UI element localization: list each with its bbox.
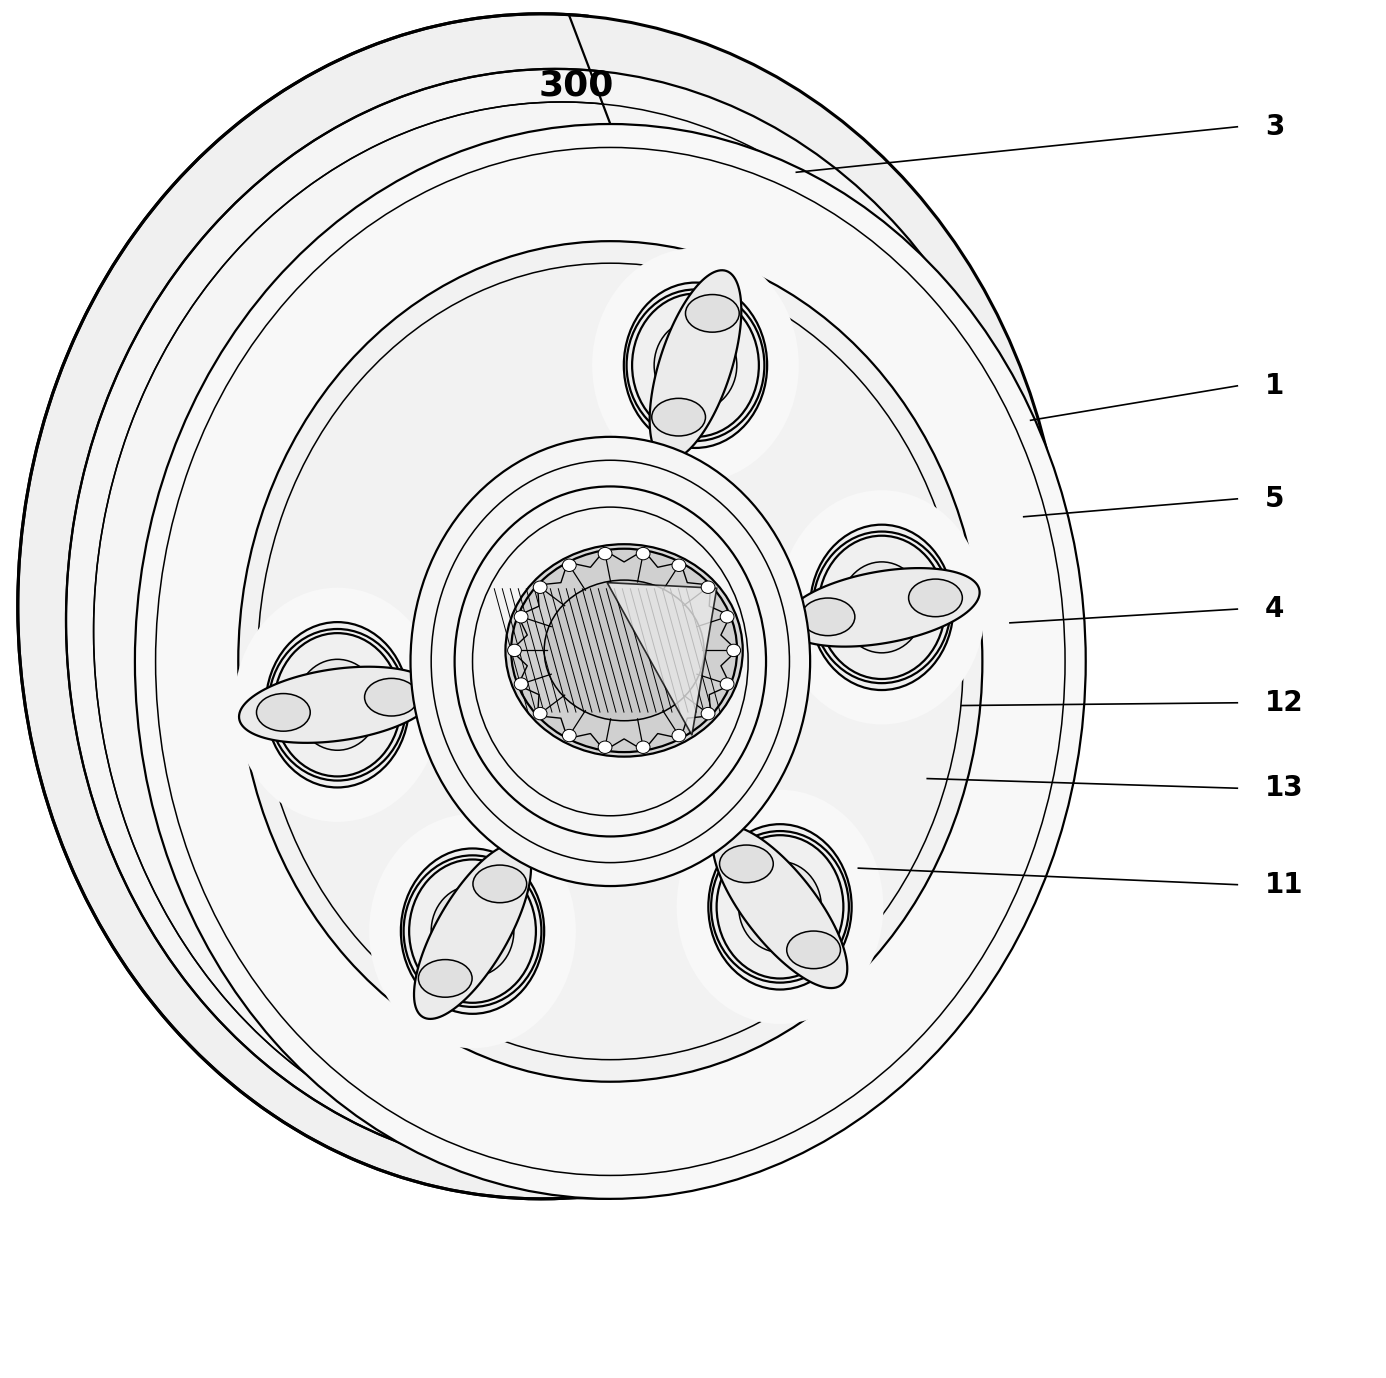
Ellipse shape <box>592 248 798 482</box>
Ellipse shape <box>238 241 983 1082</box>
Ellipse shape <box>626 289 765 441</box>
Ellipse shape <box>672 729 686 741</box>
Text: 11: 11 <box>1265 871 1303 898</box>
Ellipse shape <box>269 628 406 780</box>
Ellipse shape <box>506 544 743 757</box>
Polygon shape <box>784 568 980 646</box>
Ellipse shape <box>686 295 739 332</box>
Ellipse shape <box>636 547 650 559</box>
Ellipse shape <box>654 320 737 411</box>
Ellipse shape <box>431 460 790 863</box>
Ellipse shape <box>701 707 715 719</box>
Ellipse shape <box>909 579 962 617</box>
Ellipse shape <box>431 886 514 977</box>
Ellipse shape <box>365 678 419 717</box>
Ellipse shape <box>721 610 735 623</box>
Ellipse shape <box>726 645 740 657</box>
Text: 12: 12 <box>1265 689 1303 717</box>
Ellipse shape <box>787 932 840 969</box>
Ellipse shape <box>717 835 844 978</box>
Ellipse shape <box>545 580 704 721</box>
Ellipse shape <box>701 582 715 594</box>
Ellipse shape <box>636 741 650 754</box>
Ellipse shape <box>401 849 545 1014</box>
Polygon shape <box>238 667 435 743</box>
Ellipse shape <box>651 398 705 435</box>
Ellipse shape <box>719 845 773 883</box>
Ellipse shape <box>739 861 822 952</box>
Ellipse shape <box>708 824 851 989</box>
Ellipse shape <box>409 860 536 1003</box>
Ellipse shape <box>534 582 547 594</box>
Ellipse shape <box>234 587 441 821</box>
Ellipse shape <box>809 525 954 690</box>
Ellipse shape <box>274 633 401 776</box>
Ellipse shape <box>721 678 735 690</box>
Text: 300: 300 <box>538 69 614 102</box>
Ellipse shape <box>473 507 748 816</box>
Ellipse shape <box>67 69 1045 1171</box>
Ellipse shape <box>410 437 811 886</box>
Ellipse shape <box>599 547 613 559</box>
Ellipse shape <box>676 790 883 1024</box>
Ellipse shape <box>514 610 528 623</box>
Ellipse shape <box>511 548 737 752</box>
Ellipse shape <box>455 486 766 836</box>
Ellipse shape <box>369 814 575 1049</box>
Ellipse shape <box>840 562 923 653</box>
Ellipse shape <box>599 741 613 754</box>
Ellipse shape <box>403 856 542 1007</box>
Polygon shape <box>607 583 717 736</box>
Ellipse shape <box>779 491 985 725</box>
Ellipse shape <box>18 14 1064 1199</box>
Polygon shape <box>414 843 531 1018</box>
Ellipse shape <box>672 559 686 572</box>
Text: 5: 5 <box>1265 485 1285 513</box>
Ellipse shape <box>266 621 409 787</box>
Ellipse shape <box>563 559 577 572</box>
Polygon shape <box>650 270 742 460</box>
Text: 1: 1 <box>1265 372 1283 400</box>
Ellipse shape <box>812 532 951 683</box>
Ellipse shape <box>801 598 855 635</box>
Ellipse shape <box>632 294 760 437</box>
Polygon shape <box>712 825 847 988</box>
Ellipse shape <box>507 645 521 657</box>
Ellipse shape <box>134 124 1085 1199</box>
Text: 13: 13 <box>1265 774 1303 802</box>
Ellipse shape <box>624 282 766 448</box>
Ellipse shape <box>711 831 848 983</box>
Text: 3: 3 <box>1265 113 1285 141</box>
Ellipse shape <box>297 659 378 750</box>
Text: 4: 4 <box>1265 595 1285 623</box>
Ellipse shape <box>818 536 945 679</box>
Ellipse shape <box>563 729 577 741</box>
Ellipse shape <box>514 678 528 690</box>
Ellipse shape <box>534 707 547 719</box>
Ellipse shape <box>419 959 473 998</box>
Ellipse shape <box>473 865 527 903</box>
Ellipse shape <box>256 693 310 732</box>
